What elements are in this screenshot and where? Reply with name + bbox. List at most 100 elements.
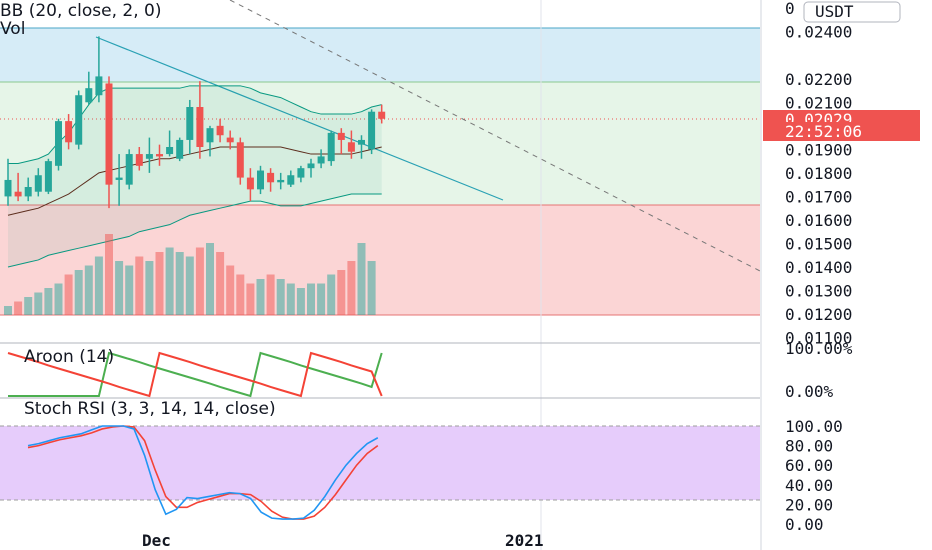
stoch-tick-label: 60.00	[785, 456, 833, 475]
volume-bar	[236, 274, 245, 315]
candle	[85, 71, 93, 105]
candle	[95, 36, 103, 103]
candle-body	[145, 154, 153, 159]
price-tick-label: 0.02200	[785, 70, 852, 89]
stoch-tick-label: 100.00	[785, 417, 843, 436]
volume-bar	[266, 274, 275, 315]
volume-bar	[4, 306, 12, 315]
candle	[145, 137, 153, 173]
candle	[327, 130, 335, 166]
candle	[337, 128, 345, 155]
candle	[55, 118, 62, 171]
volume-bar	[54, 283, 63, 315]
stoch-d-line	[27, 425, 379, 520]
stoch-band	[0, 426, 760, 500]
bollinger-basis	[7, 146, 382, 216]
candle-body	[287, 175, 295, 185]
candle-body	[246, 177, 254, 190]
volume-bars	[4, 234, 376, 315]
price-axis[interactable]: 0.02400 0.02200 0.02100 0.01900 0.01800 0.017…	[760, 0, 932, 550]
volume-bar	[94, 256, 103, 315]
candle	[216, 118, 224, 143]
price-tick-label: 0.01500	[785, 234, 852, 253]
currency-button[interactable]	[803, 1, 901, 23]
volume-bar	[44, 288, 53, 315]
price-ticks: 0.02400 0.02200 0.02100 0.01900 0.01800 0.017…	[785, 23, 852, 348]
candle-body	[216, 125, 224, 136]
candle	[287, 170, 295, 188]
candle-body	[24, 187, 32, 197]
candle-body	[317, 156, 325, 164]
candle-body	[358, 139, 365, 145]
candle	[267, 168, 275, 192]
candle-body	[327, 132, 335, 162]
candle	[226, 130, 234, 150]
aroon-down-line	[8, 351, 383, 398]
price-tick-label: 0.01400	[785, 258, 852, 277]
price-tick-label: 0.01200	[785, 305, 852, 324]
price-pane[interactable]: BB (20, close, 2, 0) Vol	[0, 0, 761, 550]
candle	[4, 158, 12, 206]
candle	[358, 135, 365, 159]
candle-body	[135, 154, 143, 166]
volume-bar	[337, 270, 346, 315]
candle	[14, 172, 22, 202]
volume-label[interactable]: Vol	[0, 19, 25, 39]
stoch-tick-label: 40.00	[785, 476, 833, 495]
price-tick-label: 0.01700	[785, 187, 852, 206]
currency-button-label[interactable]: USDT	[815, 2, 854, 21]
volume-bar	[165, 247, 174, 315]
volume-bar	[84, 265, 93, 315]
candle	[347, 130, 355, 159]
volume-bar	[64, 274, 73, 315]
candle	[317, 149, 325, 169]
bollinger-lower	[7, 193, 382, 268]
candle	[297, 165, 305, 183]
stoch-rsi-pane[interactable]: Stoch RSI (3, 3, 14, 14, close)	[0, 399, 760, 520]
candle-body	[75, 95, 83, 145]
aroon-label[interactable]: Aroon (14)	[24, 347, 114, 367]
candle	[307, 158, 315, 178]
candle-body	[44, 161, 52, 192]
candle	[105, 76, 113, 209]
candle	[186, 99, 194, 155]
candle	[156, 144, 163, 166]
candle	[135, 147, 143, 171]
trendline[interactable]	[95, 36, 504, 201]
candle-body	[55, 121, 62, 166]
candle-body	[267, 172, 275, 183]
aroon-pane[interactable]: Aroon (14)	[7, 347, 383, 398]
indicator-label[interactable]: BB (20, close, 2, 0)	[0, 1, 161, 21]
candle-body	[378, 111, 386, 119]
candle-body	[85, 88, 93, 103]
volume-bar	[135, 256, 144, 315]
candle	[115, 154, 123, 206]
volume-bar	[276, 279, 285, 315]
candle	[176, 137, 184, 162]
candle-body	[156, 154, 163, 157]
price-tick-label: 0.01900	[785, 140, 852, 159]
stoch-tick-label: 0.00	[785, 515, 824, 534]
candle-body	[115, 177, 123, 180]
time-badge-text: 22:52:06	[785, 122, 862, 141]
candle-body	[166, 147, 174, 155]
stoch-label[interactable]: Stoch RSI (3, 3, 14, 14, close)	[24, 399, 276, 419]
volume-bar	[226, 265, 235, 315]
volume-bar	[367, 261, 376, 315]
candle	[24, 177, 32, 202]
volume-bar	[357, 243, 366, 315]
price-tick-label: 0.02100	[785, 93, 852, 112]
volume-bar	[216, 252, 225, 315]
volume-bar	[74, 270, 83, 315]
aroon-tick-100: 100.00%	[785, 339, 853, 358]
candle-body	[176, 139, 184, 159]
volume-bar	[175, 252, 184, 315]
candle	[34, 168, 42, 197]
time-axis[interactable]: Dec 2021	[142, 531, 544, 550]
volume-bar	[206, 243, 214, 315]
volume-bar	[185, 256, 194, 315]
volume-bar	[195, 247, 204, 315]
volume-bar	[317, 283, 326, 315]
candle-body	[236, 142, 244, 178]
